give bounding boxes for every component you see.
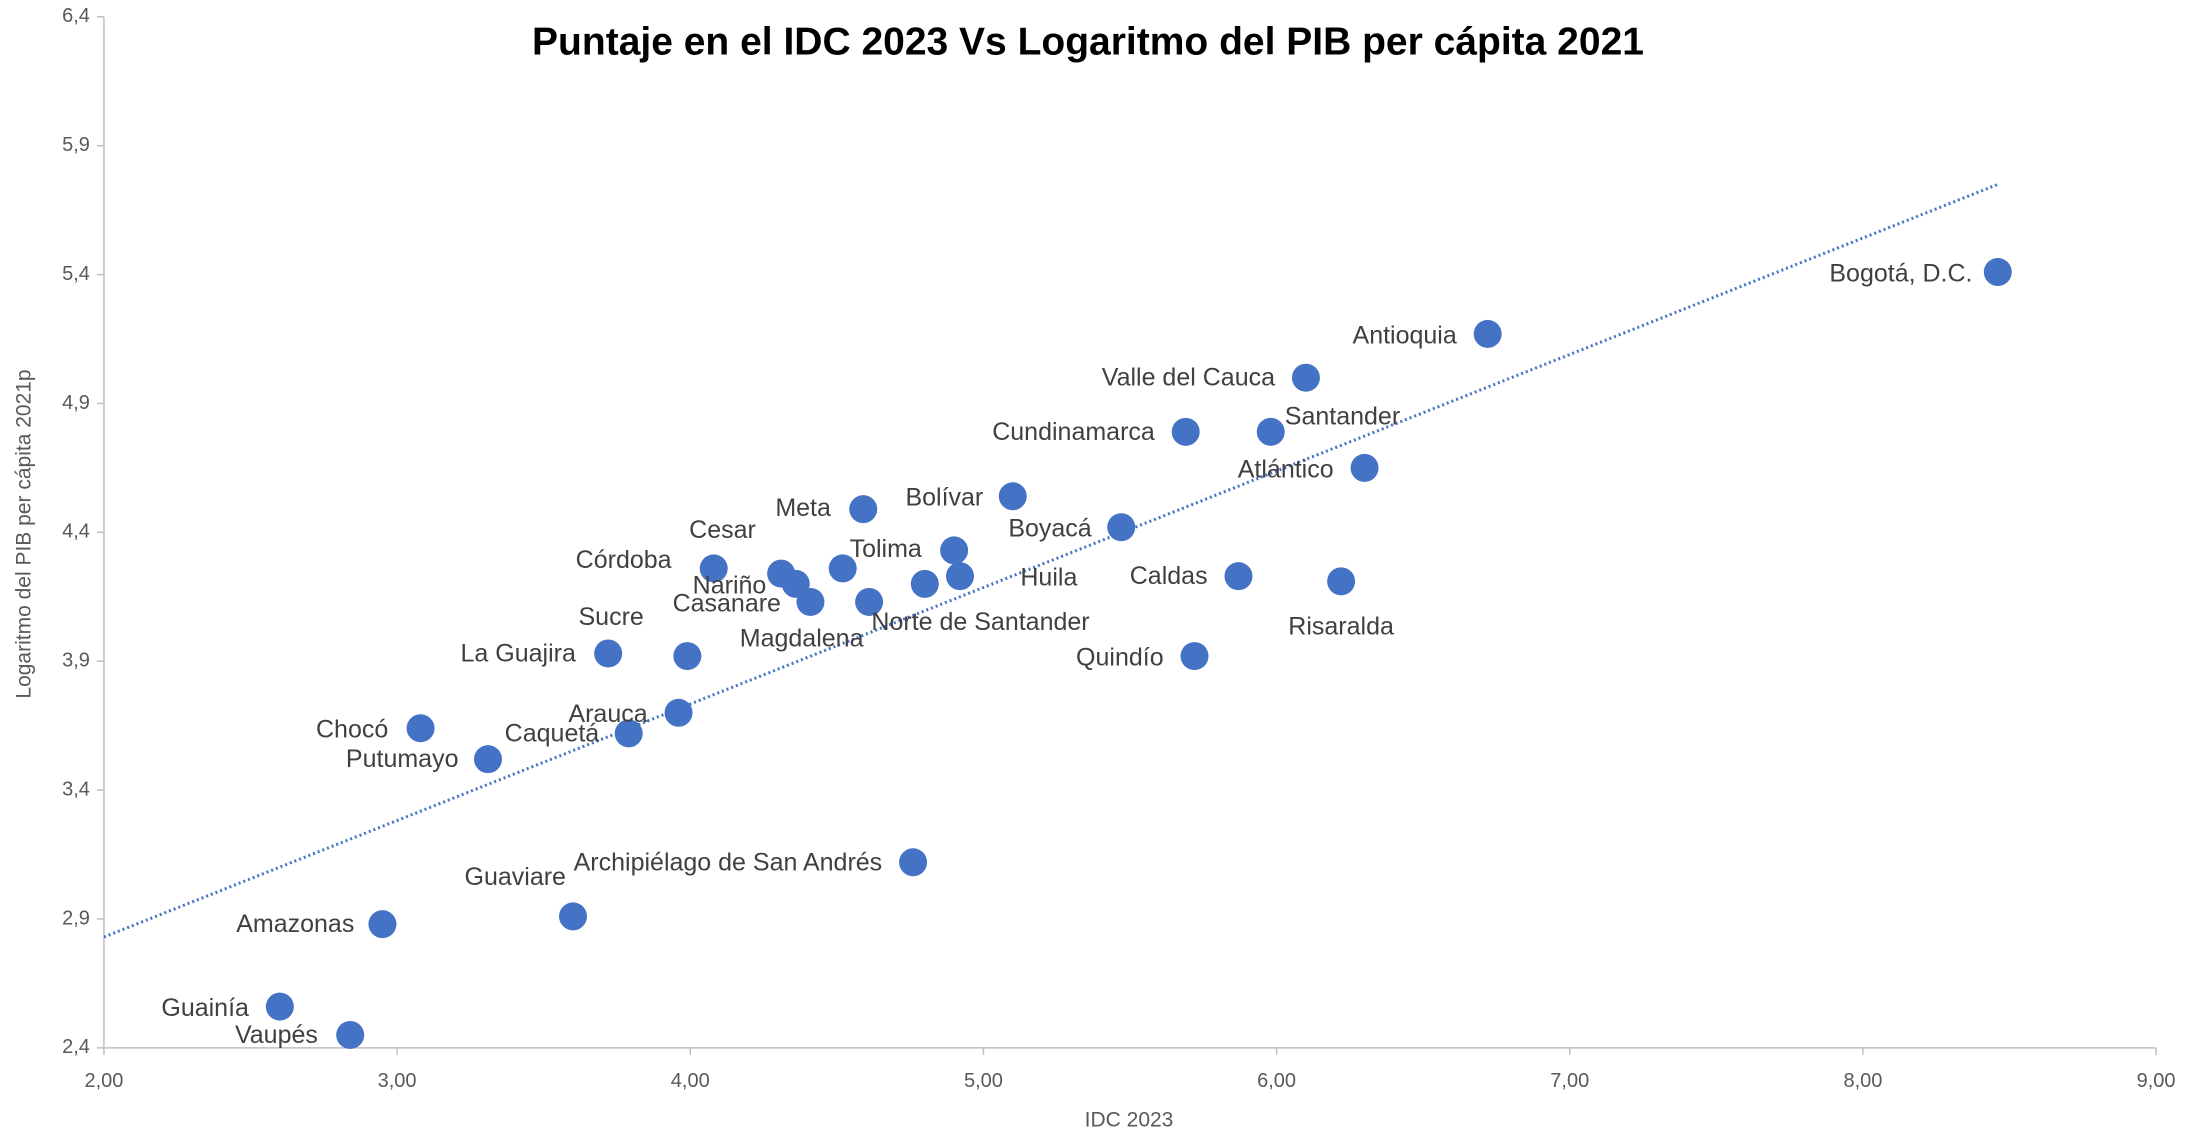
chart-title: Puntaje en el IDC 2023 Vs Logaritmo del …	[532, 20, 1644, 63]
y-tick-label: 2,9	[62, 907, 90, 929]
point-label: Archipiélago de San Andrés	[574, 848, 883, 876]
point	[945, 562, 974, 591]
y-axis-title: Logaritmo del PIB per cápita 2021p	[13, 369, 36, 698]
point	[1473, 319, 1502, 348]
point	[1291, 363, 1320, 392]
point	[1983, 258, 2012, 287]
point	[849, 495, 878, 524]
y-tick-label: 4,4	[62, 521, 90, 543]
point	[559, 902, 588, 931]
point	[699, 554, 728, 583]
point-label: Huila	[1020, 564, 1077, 592]
point-label: Guainía	[161, 994, 249, 1022]
point	[998, 482, 1027, 511]
point-label: Valle del Cauca	[1102, 364, 1275, 392]
point-label: Antioquia	[1353, 321, 1457, 349]
point	[1327, 567, 1356, 596]
point-label: Quindío	[1076, 643, 1164, 671]
point	[368, 910, 397, 939]
point-label: Sucre	[578, 603, 643, 631]
point	[336, 1020, 365, 1049]
point-label: Boyacá	[1008, 515, 1091, 543]
point-label: Magdalena	[740, 624, 864, 652]
y-tick-label: 5,9	[62, 134, 90, 156]
y-tick-label: 3,9	[62, 650, 90, 672]
point	[406, 714, 435, 743]
x-tick-label: 4,00	[671, 1070, 710, 1092]
point-label: Amazonas	[236, 910, 354, 938]
point-label: Bolívar	[905, 484, 983, 512]
point-label: Bogotá, D.C.	[1829, 259, 1972, 287]
point-label: La Guajira	[461, 640, 576, 668]
point-label: Córdoba	[576, 546, 672, 574]
point-label: Santander	[1285, 402, 1400, 430]
point	[594, 639, 623, 668]
point-label: Caquetá	[505, 719, 600, 747]
x-axis-title: IDC 2023	[1085, 1109, 1174, 1128]
x-tick-label: 7,00	[1550, 1070, 1589, 1092]
point	[664, 698, 693, 727]
point-label: Cundinamarca	[992, 418, 1155, 446]
point-label: Meta	[775, 494, 831, 522]
point-label: Chocó	[316, 716, 388, 744]
point-label: Guaviare	[465, 863, 566, 891]
point	[1180, 642, 1209, 671]
y-tick-label: 4,9	[62, 392, 90, 414]
point	[1256, 417, 1285, 446]
point	[1107, 513, 1136, 542]
point-label: Nariño	[693, 571, 767, 599]
point-label: Norte de Santander	[871, 608, 1089, 636]
point	[614, 719, 643, 748]
point-label: Casanare	[673, 589, 781, 617]
point	[265, 992, 294, 1021]
y-tick-label: 5,4	[62, 263, 90, 285]
y-tick-label: 3,4	[62, 778, 90, 800]
point	[1350, 453, 1379, 482]
point	[1171, 417, 1200, 446]
point-label: Risaralda	[1288, 612, 1394, 640]
point-label: Atlántico	[1238, 455, 1334, 483]
point	[796, 587, 825, 616]
x-tick-label: 6,00	[1257, 1070, 1296, 1092]
point	[1224, 562, 1253, 591]
trendline	[103, 182, 1999, 939]
point-label: Arauca	[568, 700, 647, 728]
point	[899, 848, 928, 877]
y-tick-label: 2,4	[62, 1036, 90, 1058]
point	[673, 642, 702, 671]
point	[473, 745, 502, 774]
point	[910, 569, 939, 598]
point-label: Vaupés	[235, 1021, 318, 1049]
x-tick-label: 3,00	[378, 1070, 417, 1092]
point	[940, 536, 969, 565]
x-tick-label: 8,00	[1843, 1070, 1882, 1092]
point	[828, 554, 857, 583]
x-tick-label: 2,00	[84, 1070, 123, 1092]
point	[855, 587, 884, 616]
point-label: Putumayo	[346, 745, 459, 773]
point-label: Cesar	[689, 516, 756, 544]
point-label: Caldas	[1130, 562, 1208, 590]
y-tick-label: 6,4	[62, 5, 90, 27]
x-tick-label: 9,00	[2137, 1070, 2176, 1092]
point-label: Tolima	[850, 535, 922, 563]
x-tick-label: 5,00	[964, 1070, 1003, 1092]
